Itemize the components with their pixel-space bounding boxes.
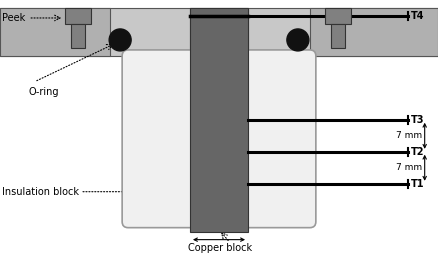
Text: Insulation block: Insulation block [2, 187, 79, 197]
Bar [325, 8, 351, 24]
Text: T2: T2 [411, 147, 424, 157]
Bar [331, 24, 345, 48]
Text: T4: T4 [411, 11, 424, 21]
Text: 7 mm: 7 mm [396, 131, 422, 140]
FancyBboxPatch shape [242, 50, 316, 228]
FancyBboxPatch shape [122, 50, 196, 228]
Text: Copper block: Copper block [188, 243, 252, 253]
Text: Peek: Peek [2, 13, 25, 23]
Bar [71, 24, 85, 48]
Text: T3: T3 [411, 115, 424, 125]
Bar [0, 8, 110, 56]
Bar [190, 8, 248, 232]
Circle shape [109, 29, 131, 51]
Bar [0, 8, 438, 56]
Bar [310, 8, 438, 56]
Circle shape [287, 29, 309, 51]
Text: 10 mm: 10 mm [202, 225, 236, 235]
Text: 7 mm: 7 mm [396, 163, 422, 172]
Text: T1: T1 [411, 179, 424, 189]
Bar [65, 8, 91, 24]
Text: O-ring: O-ring [28, 87, 59, 97]
Bar [190, 8, 248, 56]
